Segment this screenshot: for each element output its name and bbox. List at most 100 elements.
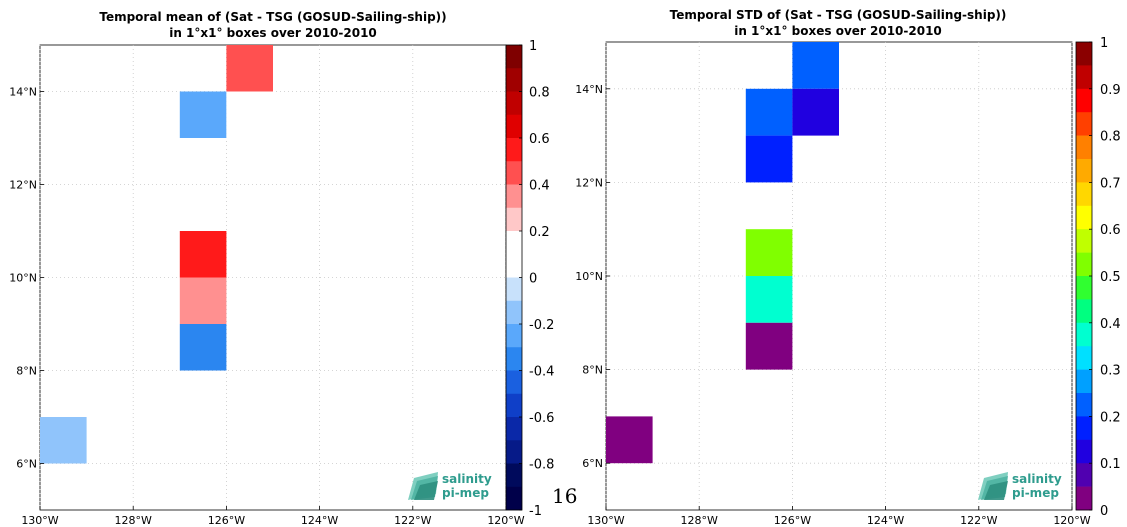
- colorbar-tick-label: 0.4: [1100, 317, 1121, 332]
- x-tick-label: 122°W: [394, 514, 431, 527]
- colorbar-segment: [1076, 299, 1092, 324]
- mean-chart-title: Temporal mean of (Sat - TSG (GOSUD-Saili…: [99, 10, 446, 24]
- data-cell: [179, 231, 227, 278]
- x-tick-label: 122°W: [960, 514, 997, 527]
- data-cell: [226, 91, 273, 138]
- colorbar-segment: [506, 393, 522, 418]
- logo-waves-icon: [978, 472, 1008, 500]
- colorbar-segment: [506, 114, 522, 139]
- y-tick-label: 14°N: [9, 86, 37, 99]
- x-tick-label: 126°W: [774, 514, 811, 527]
- colorbar-segment: [1076, 486, 1092, 511]
- logo-text-line2: pi-mep: [442, 486, 489, 500]
- colorbar-segment: [506, 138, 522, 162]
- colorbar-tick-label: -0.4: [529, 365, 554, 380]
- std-cells: [606, 42, 839, 464]
- colorbar-tick-label: 0.6: [529, 132, 550, 147]
- colorbar-segment: [1076, 252, 1092, 277]
- data-cell: [745, 229, 793, 276]
- colorbar-segment: [506, 324, 522, 348]
- colorbar-segment: [506, 184, 522, 209]
- colorbar-segment: [506, 45, 522, 69]
- y-tick-label: 12°N: [575, 176, 603, 189]
- mean-chart-subtitle: in 1°x1° boxes over 2010-2010: [169, 26, 377, 40]
- data-cell: [792, 42, 839, 89]
- x-tick-label: 124°W: [867, 514, 904, 527]
- colorbar-segment: [1076, 229, 1092, 253]
- colorbar-tick-label: -0.2: [529, 318, 554, 333]
- x-tick-label: 128°W: [681, 514, 718, 527]
- x-tick-label: 128°W: [115, 514, 152, 527]
- y-tick-label: 8°N: [582, 364, 603, 377]
- colorbar-tick-label: 0.9: [1100, 83, 1121, 98]
- mean-panel: Temporal mean of (Sat - TSG (GOSUD-Saili…: [9, 10, 554, 527]
- logo-text-line1: salinity: [1012, 472, 1062, 486]
- data-cell: [179, 324, 227, 371]
- salinity-pi-mep-logo: salinity pi-mep: [408, 472, 492, 500]
- colorbar-segment: [506, 370, 522, 395]
- std-x-ticks: 130°W 128°W 126°W 124°W 122°W 120°W: [587, 506, 1091, 527]
- colorbar-tick-label: 0.8: [529, 86, 550, 101]
- data-cell: [606, 416, 653, 464]
- std-chart-subtitle: in 1°x1° boxes over 2010-2010: [734, 24, 942, 38]
- colorbar-segment: [1076, 416, 1092, 441]
- y-tick-label: 8°N: [16, 365, 37, 378]
- x-tick-label: 130°W: [587, 514, 624, 527]
- x-tick-label: 124°W: [301, 514, 338, 527]
- colorbar-tick-label: 0.4: [529, 179, 550, 194]
- colorbar-tick-label: 1: [529, 39, 537, 54]
- colorbar-tick-label: 0.3: [1100, 364, 1121, 379]
- colorbar-segment: [506, 161, 522, 185]
- colorbar-segment: [506, 347, 522, 371]
- colorbar-segment: [506, 231, 522, 255]
- data-cell: [745, 135, 793, 183]
- data-cell: [179, 91, 227, 138]
- colorbar-segment: [1076, 322, 1092, 347]
- colorbar-segment: [1076, 463, 1092, 487]
- colorbar-segment: [1076, 135, 1092, 160]
- colorbar-segment: [506, 486, 522, 511]
- logo-text-line1: salinity: [442, 472, 492, 486]
- mean-x-ticks: 130°W 128°W 126°W 124°W 122°W 120°W: [21, 506, 525, 527]
- colorbar-segment: [506, 463, 522, 488]
- std-colorbar: 1 0.9 0.8 0.7 0.6 0.5 0.4 0.3 0.2 0.1 0: [1075, 36, 1121, 519]
- colorbar-segment: [1076, 182, 1092, 207]
- logo-waves-icon: [408, 472, 438, 500]
- x-tick-label: 126°W: [208, 514, 245, 527]
- colorbar-segment: [506, 417, 522, 441]
- colorbar-segment: [1076, 369, 1092, 394]
- data-cell: [179, 277, 227, 324]
- data-cell: [745, 322, 793, 370]
- colorbar-tick-label: 1: [1100, 36, 1108, 51]
- data-cell: [792, 88, 839, 136]
- y-tick-label: 10°N: [9, 272, 37, 285]
- colorbar-segment: [1076, 65, 1092, 90]
- colorbar-tick-label: 0.2: [1100, 410, 1121, 425]
- data-cell: [226, 45, 273, 92]
- y-tick-label: 14°N: [575, 83, 603, 96]
- colorbar-segment: [506, 68, 522, 92]
- colorbar-tick-label: 0: [1100, 504, 1108, 519]
- colorbar-segment: [1076, 42, 1092, 66]
- data-cell: [40, 417, 87, 464]
- colorbar-segment: [1076, 159, 1092, 183]
- mean-colorbar: 1 0.8 0.6 0.4 0.2 0 -0.2 -0.4 -0.6 -0.8 -1: [505, 39, 554, 519]
- x-tick-label: 120°W: [1053, 514, 1090, 527]
- x-tick-label: 120°W: [487, 514, 524, 527]
- colorbar-tick-label: 0.8: [1100, 130, 1121, 145]
- colorbar-segment: [506, 277, 522, 302]
- colorbar-segment: [506, 440, 522, 464]
- colorbar-segment: [506, 207, 522, 232]
- y-tick-label: 10°N: [575, 270, 603, 283]
- logo-text-line2: pi-mep: [1012, 486, 1059, 500]
- colorbar-tick-label: 0.2: [529, 225, 550, 240]
- salinity-pi-mep-logo: salinity pi-mep: [978, 472, 1062, 500]
- colorbar-segment: [1076, 393, 1092, 417]
- colorbar-segment: [1076, 112, 1092, 136]
- colorbar-tick-label: -0.8: [529, 458, 554, 473]
- std-y-ticks: 6°N 8°N 10°N 12°N 14°N: [575, 83, 610, 470]
- colorbar-tick-label: 0.1: [1100, 457, 1121, 472]
- y-tick-label: 6°N: [16, 458, 37, 471]
- y-tick-label: 12°N: [9, 179, 37, 192]
